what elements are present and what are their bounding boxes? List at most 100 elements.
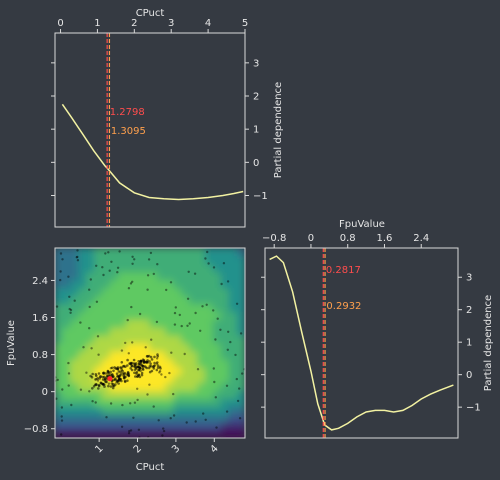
sample-point: [132, 416, 135, 419]
sample-point: [155, 357, 159, 360]
sample-point: [164, 375, 167, 379]
heatmap-cell: [55, 405, 64, 415]
sample-point: [95, 264, 98, 267]
heatmap-cell: [181, 248, 191, 257]
heatmap-cell: [78, 302, 88, 312]
heatmap-cell: [62, 421, 72, 431]
heatmap-cell: [220, 334, 230, 344]
heatmap-cell: [236, 326, 245, 336]
sample-point: [91, 400, 94, 403]
heatmap-cell: [109, 334, 119, 344]
heatmap-cell: [204, 248, 214, 257]
sample-point: [126, 364, 129, 367]
heatmap-cell: [149, 287, 159, 296]
heatmap-cell: [133, 255, 143, 265]
sample-point: [126, 379, 129, 383]
heatmap-cell: [157, 318, 167, 328]
heatmap-cell: [220, 255, 230, 265]
heatmap-cell: [204, 279, 214, 289]
heatmap-cell: [181, 318, 191, 328]
sample-point: [152, 364, 155, 368]
joint-axes-frame: [54, 247, 246, 439]
heatmap-cell: [117, 342, 127, 352]
sample-point: [173, 311, 177, 315]
heatmap-cell: [173, 295, 183, 304]
heatmap-cell: [197, 382, 206, 391]
heatmap-cell: [228, 358, 238, 368]
sample-point: [101, 266, 104, 269]
heatmap-cell: [94, 358, 103, 368]
heatmap-cell: [141, 271, 151, 281]
sample-point: [105, 416, 108, 419]
heatmap-cell: [149, 429, 159, 438]
heatmap-cell: [109, 302, 119, 312]
heatmap-cell: [55, 421, 64, 431]
heatmap-cell: [197, 405, 206, 415]
joint-xtick-label: 2: [132, 443, 144, 455]
heatmap-cell: [141, 429, 151, 438]
heatmap-cell: [181, 295, 191, 304]
heatmap-cell: [197, 390, 206, 399]
heatmap-cell: [157, 366, 167, 376]
heatmap-cell: [204, 374, 214, 384]
heatmap-cell: [62, 429, 72, 438]
heatmap-cell: [212, 287, 222, 296]
sample-point: [94, 401, 97, 404]
heatmap-cell: [212, 263, 222, 273]
heatmap-cell: [197, 263, 206, 273]
sample-point: [67, 361, 70, 365]
heatmap-cell: [197, 350, 206, 360]
sample-point: [158, 370, 162, 373]
heatmap-cell: [220, 295, 230, 304]
heatmap-cell: [55, 279, 64, 289]
heatmap-cell: [189, 421, 198, 431]
sample-point: [152, 272, 155, 276]
sample-point: [120, 379, 123, 383]
sample-point: [97, 387, 100, 390]
heatmap-cell: [55, 326, 64, 336]
fpu-pd-curve: [269, 255, 454, 431]
sample-point: [172, 392, 175, 396]
sample-point: [136, 387, 139, 390]
heatmap-cell: [109, 271, 119, 281]
sample-point: [117, 382, 120, 385]
sample-point: [215, 426, 218, 429]
heatmap-cell: [55, 271, 64, 281]
heatmap-cell: [141, 287, 151, 296]
sample-point: [183, 352, 186, 356]
heatmap-cell: [236, 374, 245, 384]
sample-point: [109, 385, 113, 388]
sample-point: [152, 405, 155, 408]
heatmap-cell: [165, 248, 175, 257]
sample-point: [199, 329, 202, 332]
sample-point: [160, 373, 163, 376]
fpu-xtick-label: −0.8: [262, 233, 286, 244]
sample-point: [155, 368, 159, 372]
heatmap-cell: [94, 318, 103, 328]
heatmap-cell: [181, 358, 191, 368]
heatmap-cell: [181, 263, 191, 273]
sample-point: [97, 384, 101, 388]
sample-point: [96, 379, 100, 382]
heatmap-cell: [78, 413, 88, 423]
heatmap-cell: [197, 334, 206, 344]
heatmap-cell: [165, 390, 175, 399]
sample-point: [238, 387, 241, 390]
heatmap-cell: [141, 255, 151, 265]
sample-point: [94, 378, 97, 381]
heatmap-cell: [204, 405, 214, 415]
heatmap-cell: [117, 397, 127, 407]
heatmap-cell: [125, 366, 135, 376]
heatmap-cell: [117, 302, 127, 312]
sample-point: [148, 383, 151, 386]
heatmap-cell: [236, 295, 245, 304]
sample-point: [239, 332, 243, 335]
heatmap-cell: [102, 255, 111, 265]
joint-xtick-label: 4: [209, 443, 221, 455]
sample-point: [127, 352, 130, 355]
heatmap-cell: [149, 374, 159, 384]
heatmap-cell: [173, 382, 183, 391]
heatmap-cell: [228, 366, 238, 376]
sample-point: [170, 351, 173, 354]
fpu-vline-label-1: 0.2932: [326, 301, 361, 312]
